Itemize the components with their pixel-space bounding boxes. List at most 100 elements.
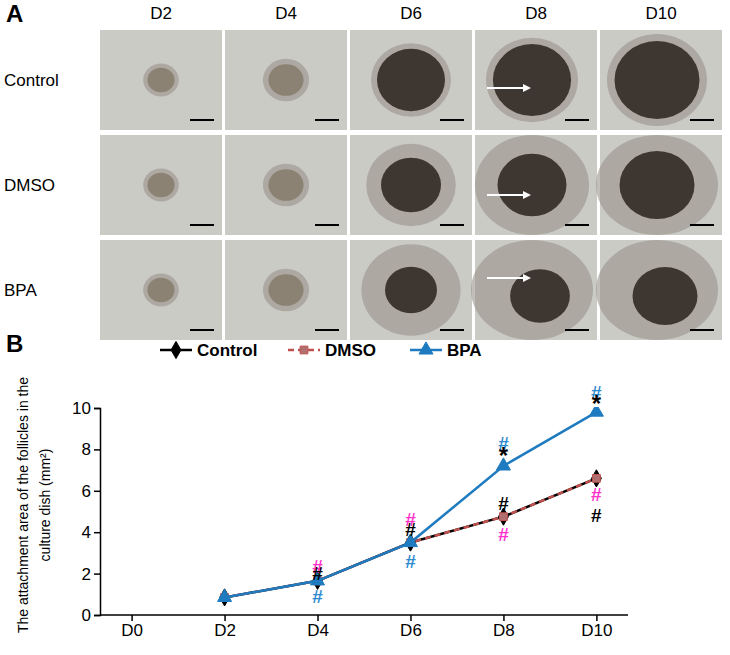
y-tick-mark — [94, 532, 100, 534]
follicle-halo — [263, 164, 309, 207]
row-label: Control — [4, 71, 59, 90]
micrograph — [100, 135, 222, 235]
arrow — [487, 87, 525, 89]
y-tick-mark — [94, 573, 100, 575]
image-background — [100, 240, 222, 340]
scale-bar — [315, 119, 339, 121]
follicle — [268, 64, 303, 96]
micrograph — [475, 135, 597, 235]
legend-marker — [171, 341, 181, 358]
y-tick: 6 — [82, 482, 100, 501]
arrow-head — [523, 274, 531, 282]
series-line — [225, 412, 597, 597]
y-axis-title-line: culture dish (mm²) — [37, 449, 53, 562]
scale-bar — [190, 119, 214, 121]
legend-item: DMSO — [288, 341, 376, 360]
x-tick-label: D10 — [581, 621, 612, 640]
micrograph — [225, 135, 347, 235]
x-tick: D0 — [121, 615, 143, 640]
y-axis-title: The attachment area of the follicles in … — [15, 377, 53, 633]
image-background — [225, 135, 347, 235]
follicle — [615, 41, 700, 119]
x-tick-label: D6 — [400, 621, 422, 640]
follicle-halo — [371, 43, 451, 117]
follicle-halo — [263, 269, 309, 312]
follicle — [377, 49, 445, 111]
y-tick: 4 — [82, 523, 100, 542]
scale-bar — [565, 224, 589, 226]
figure: AD2D4D6D8D10ControlDMSOBPAB0246810D0D2D4… — [0, 0, 730, 655]
micrograph — [471, 240, 597, 340]
column-label: D2 — [150, 4, 172, 23]
follicle-halo — [143, 274, 179, 307]
scale-bar — [565, 329, 589, 331]
micrograph — [596, 135, 722, 235]
follicle — [147, 68, 174, 92]
follicle — [268, 169, 303, 201]
y-tick: 10 — [72, 399, 100, 418]
y-tick-label: 6 — [82, 482, 91, 501]
follicle-halo — [596, 135, 718, 235]
significance-mark: # — [312, 563, 323, 584]
micrograph — [596, 240, 722, 340]
significance-mark: # — [405, 551, 416, 572]
follicle-halo — [471, 240, 593, 340]
follicle-halo — [607, 34, 707, 126]
series-marker — [218, 589, 232, 601]
scale-bar — [315, 224, 339, 226]
image-background — [475, 135, 597, 235]
significance-mark: # — [498, 493, 509, 514]
arrow — [487, 277, 525, 279]
column-label: D8 — [525, 4, 547, 23]
y-tick-label: 4 — [82, 523, 91, 542]
scale-bar — [440, 119, 464, 121]
column-label: D6 — [400, 4, 422, 23]
y-tick-label: 10 — [72, 399, 91, 418]
significance-mark: * — [592, 390, 602, 417]
follicle-halo — [143, 64, 179, 97]
micrograph — [225, 30, 347, 130]
y-tick-mark — [94, 615, 100, 617]
scale-bar — [190, 329, 214, 331]
series-line — [225, 478, 597, 597]
arrow-head — [523, 191, 531, 199]
legend-marker — [300, 346, 308, 354]
follicle-halo — [263, 59, 309, 102]
follicle — [147, 173, 174, 197]
x-tick: D4 — [307, 615, 329, 640]
legend-label: BPA — [447, 341, 482, 360]
micrograph — [350, 30, 472, 130]
image-background — [475, 30, 597, 130]
follicle-halo — [366, 144, 456, 226]
micrograph — [600, 30, 722, 130]
x-tick-label: D8 — [493, 621, 515, 640]
significance-mark: # — [498, 524, 509, 545]
legend: Control DMSO BPA — [160, 341, 482, 360]
follicle — [633, 267, 698, 325]
x-axis-line — [100, 614, 628, 616]
image-background — [225, 30, 347, 130]
y-axis-line — [94, 409, 101, 616]
x-axis: D0D2D4D6D8D10 — [100, 615, 628, 640]
scale-bar — [690, 224, 714, 226]
panel-label: B — [6, 330, 23, 357]
y-tick-label: 8 — [82, 440, 91, 459]
micrograph — [100, 240, 222, 340]
image-background — [600, 30, 722, 130]
follicle-halo — [143, 169, 179, 202]
panel-b: B0246810D0D2D4D6D8D10The attachment area… — [6, 330, 628, 640]
follicle-halo — [361, 244, 460, 335]
scale-bar — [565, 119, 589, 121]
series-marker — [500, 513, 508, 521]
follicle-halo — [596, 240, 718, 340]
legend-label: DMSO — [325, 341, 376, 360]
column-label: D10 — [645, 4, 676, 23]
scale-bar — [440, 329, 464, 331]
legend-label: Control — [197, 341, 257, 360]
annotations: #######*###*## — [312, 382, 602, 607]
x-tick-label: D4 — [307, 621, 329, 640]
significance-mark: # — [591, 505, 602, 526]
image-background — [350, 135, 472, 235]
micrograph — [100, 30, 222, 130]
follicle — [498, 154, 567, 217]
